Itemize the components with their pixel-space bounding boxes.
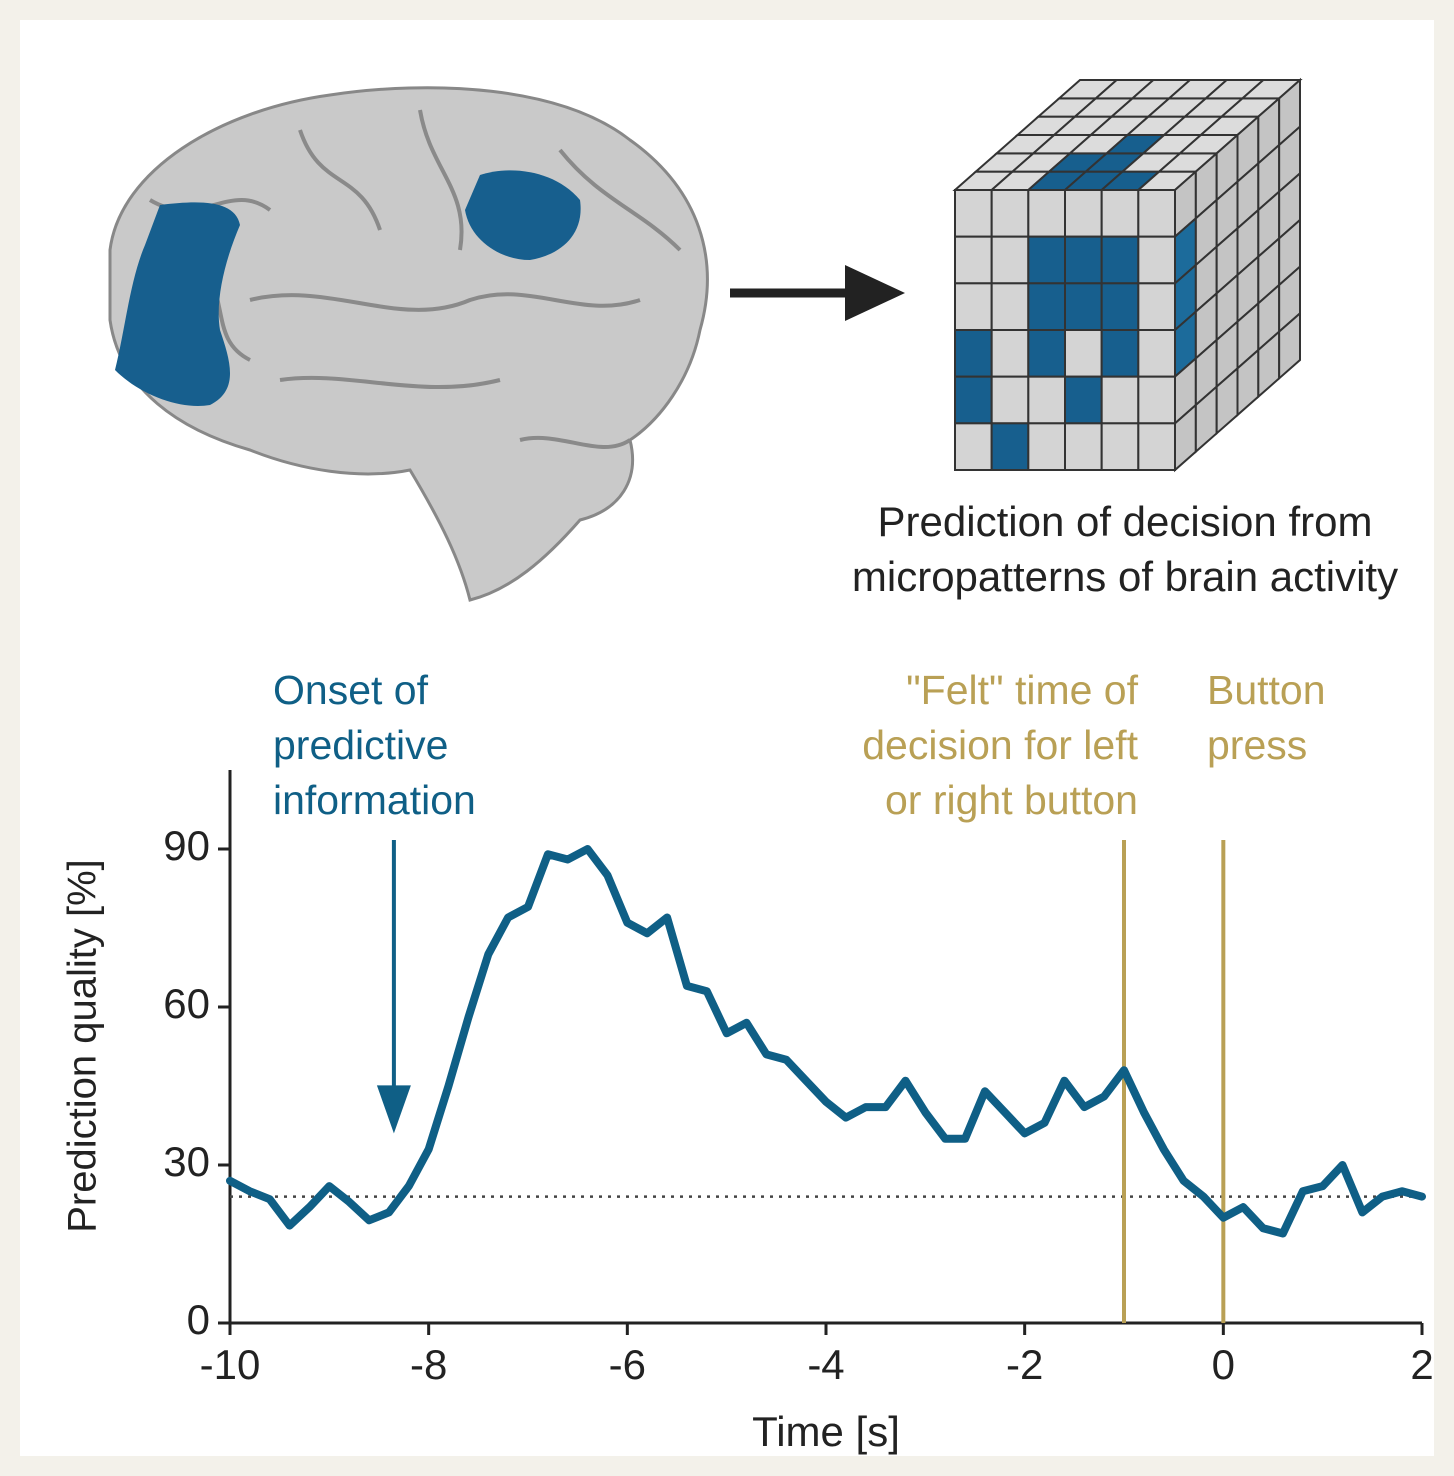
y-tick-label: 30 (163, 1138, 210, 1185)
cube-cell (1138, 283, 1175, 330)
figure: Prediction of decision from micropattern… (0, 0, 1454, 1476)
cube-cell (1065, 423, 1102, 470)
cube-cell (992, 237, 1029, 284)
x-tick-label: -2 (1006, 1341, 1043, 1388)
cube-cell (1102, 283, 1139, 330)
cube-cell (955, 377, 992, 424)
cube-cell (1065, 377, 1102, 424)
cube-cell (955, 237, 992, 284)
cube-cell (1028, 237, 1065, 284)
cube-cell (1138, 190, 1175, 237)
annotation-text: Button (1207, 667, 1326, 713)
cube-cell (992, 377, 1029, 424)
cube-cell (1065, 283, 1102, 330)
caption: micropatterns of brain activity (852, 553, 1398, 600)
cube-cell (955, 283, 992, 330)
cube-cell (955, 423, 992, 470)
cube-cell (1065, 237, 1102, 284)
cube-cell (1138, 377, 1175, 424)
page: Prediction of decision from micropattern… (0, 0, 1454, 1476)
annotation-text: press (1207, 722, 1307, 768)
cube-cell (955, 330, 992, 377)
annotation-text: or right button (885, 777, 1138, 823)
x-tick-label: -4 (807, 1341, 844, 1388)
cube-cell (1102, 423, 1139, 470)
cube-cell (1065, 330, 1102, 377)
y-tick-label: 60 (163, 980, 210, 1027)
annotation-text: decision for left (862, 722, 1138, 768)
x-tick-label: 2 (1410, 1341, 1433, 1388)
annotation-text: information (273, 777, 476, 823)
cube-cell (992, 423, 1029, 470)
cube-cell (1138, 330, 1175, 377)
cube-cell (1138, 423, 1175, 470)
cube-cell (1028, 283, 1065, 330)
x-tick-label: 0 (1212, 1341, 1235, 1388)
x-axis-title: Time [s] (752, 1408, 900, 1455)
cube-cell (992, 330, 1029, 377)
cube-cell (992, 190, 1029, 237)
cube-cell (1028, 330, 1065, 377)
cube-cell (1138, 237, 1175, 284)
cube-cell (1028, 190, 1065, 237)
caption: Prediction of decision from (878, 498, 1373, 545)
cube-cell (1028, 423, 1065, 470)
y-tick-label: 0 (187, 1296, 210, 1343)
annotation-text: "Felt" time of (906, 667, 1138, 713)
annotation-text: Onset of (273, 667, 429, 713)
cube-cell (955, 190, 992, 237)
cube-cell (1102, 190, 1139, 237)
x-tick-label: -10 (200, 1341, 261, 1388)
x-tick-label: -6 (609, 1341, 646, 1388)
x-tick-label: -8 (410, 1341, 447, 1388)
cube-cell (1065, 190, 1102, 237)
cube-cell (1102, 330, 1139, 377)
cube-cell (1102, 377, 1139, 424)
y-tick-label: 90 (163, 822, 210, 869)
y-axis-title: Prediction quality [%] (61, 859, 105, 1233)
annotation-text: predictive (273, 722, 448, 768)
cube-cell (992, 283, 1029, 330)
cube-cell (1028, 377, 1065, 424)
cube-cell (1102, 237, 1139, 284)
